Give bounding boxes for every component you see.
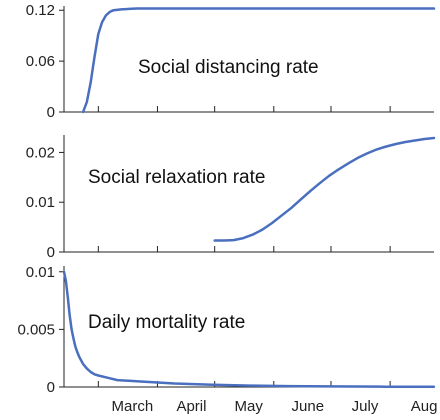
x-tick-label: June [292, 398, 325, 415]
x-tick-label: July [352, 398, 379, 415]
panel-social-distancing: Social distancing rate 0 0.06 0.12 [26, 2, 436, 121]
y-tick-label: 0.005 [17, 321, 55, 338]
y-tick-label: 0.01 [26, 194, 55, 211]
panel-title: Social distancing rate [138, 57, 319, 78]
series-line [81, 7, 436, 114]
y-tick-label: 0 [47, 244, 55, 261]
panel-title: Social relaxation rate [88, 167, 265, 188]
x-tick-label: March [111, 398, 153, 415]
x-tick-label: Aug [411, 398, 438, 415]
y-tick-label: 0.01 [26, 264, 55, 281]
series-line [213, 136, 436, 242]
y-tick-label: 0.06 [26, 53, 55, 70]
x-tick-label: April [176, 398, 206, 415]
y-tick-label: 0 [47, 104, 55, 121]
series-line [62, 270, 436, 389]
y-tick-label: 0.02 [26, 144, 55, 161]
panel-title: Daily mortality rate [88, 312, 245, 333]
panel-social-relaxation: Social relaxation rate 0 0.01 0.02 [26, 135, 436, 261]
panel-daily-mortality: Daily mortality rate 0 0.005 0.01 March Apri… [17, 264, 437, 415]
x-tick-label: May [234, 398, 263, 415]
y-tick-label: 0 [47, 379, 55, 396]
y-tick-label: 0.12 [26, 2, 55, 19]
